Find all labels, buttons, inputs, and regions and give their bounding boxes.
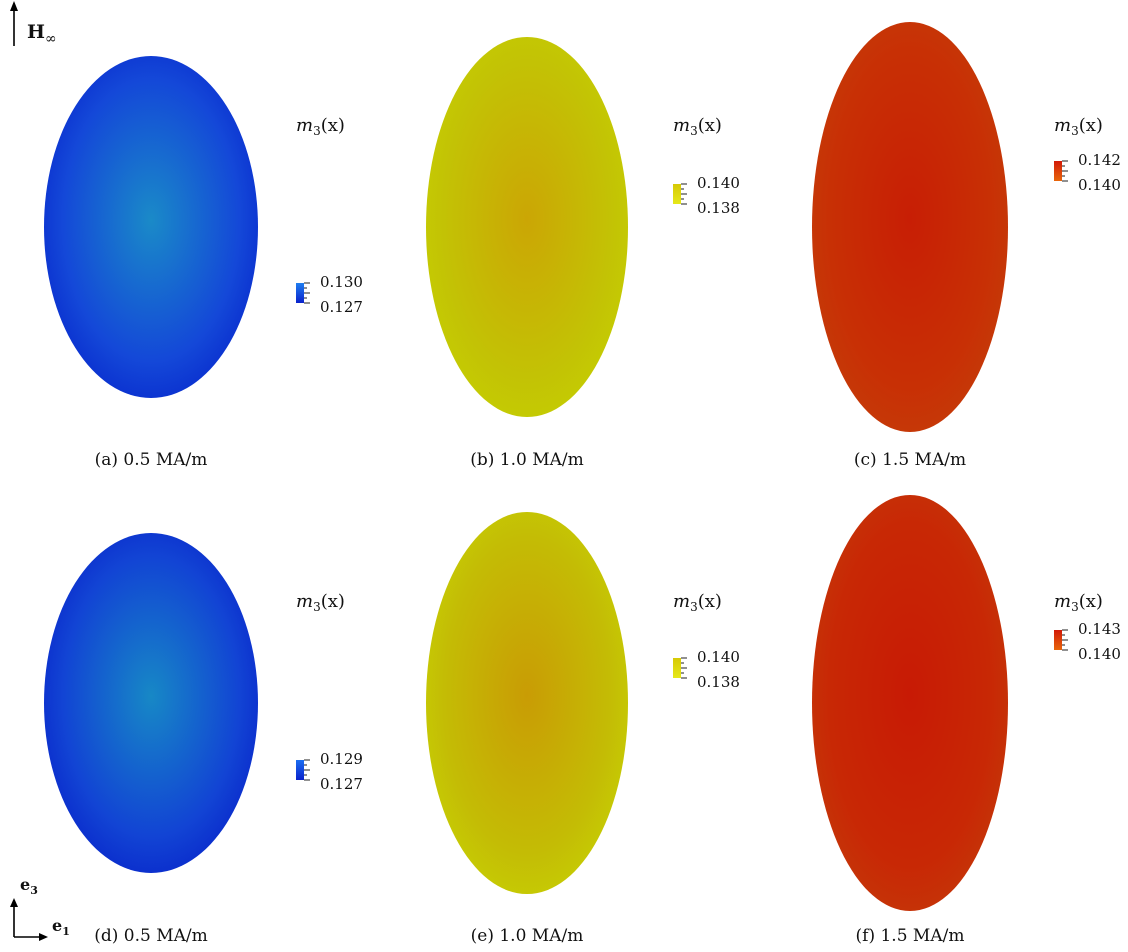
- panel-caption: (a) 0.5 MA/m: [95, 450, 208, 470]
- panel-caption: (e) 1.0 MA/m: [471, 926, 584, 946]
- colorbar-title: m3(x): [1054, 591, 1103, 614]
- colorbar-title: m3(x): [296, 115, 345, 138]
- colorbar-tick-low: 0.140: [1078, 176, 1121, 194]
- panel-d: m3(x) 0.129 0.127 (d) 0.5 MA/m: [44, 533, 363, 946]
- colorbar-tick-high: 0.129: [320, 750, 363, 768]
- colorbar-tick-high: 0.130: [320, 273, 363, 291]
- colorbar: [296, 759, 310, 781]
- colorbar-tick-high: 0.142: [1078, 151, 1121, 169]
- colorbar-tick-low: 0.138: [697, 673, 740, 691]
- panel-caption: (d) 0.5 MA/m: [94, 926, 208, 946]
- e3-axis-label: e3: [20, 875, 38, 897]
- colorbar-tick-high: 0.140: [697, 648, 740, 666]
- colorbar: [1054, 160, 1068, 182]
- ellipsoid-surface: [426, 512, 628, 894]
- axes-arrows: [10, 898, 48, 941]
- colorbar: [296, 282, 310, 304]
- colorbar: [673, 183, 687, 205]
- colorbar-tick-low: 0.140: [1078, 645, 1121, 663]
- panel-a: m3(x) 0.130 0.127 (a) 0.5 MA/m: [44, 56, 363, 470]
- panel-c: m3(x) 0.142 0.140 (c) 1.5 MA/m: [812, 22, 1121, 470]
- colorbar-tick-low: 0.138: [697, 199, 740, 217]
- ellipsoid-surface: [44, 533, 258, 873]
- colorbar-title: m3(x): [1054, 115, 1103, 138]
- field-direction-arrow: [10, 1, 18, 46]
- panel-caption: (f) 1.5 MA/m: [856, 926, 965, 946]
- ellipsoid-surface: [812, 495, 1008, 911]
- colorbar: [1054, 629, 1068, 651]
- panel-f: m3(x) 0.143 0.140 (f) 1.5 MA/m: [812, 495, 1121, 946]
- colorbar-tick-high: 0.140: [697, 174, 740, 192]
- e1-axis-label: e1: [52, 916, 70, 938]
- panel-e: m3(x) 0.140 0.138 (e) 1.0 MA/m: [426, 512, 740, 946]
- colorbar-title: m3(x): [673, 591, 722, 614]
- panel-caption: (c) 1.5 MA/m: [854, 450, 966, 470]
- panel-b: m3(x) 0.140 0.138 (b) 1.0 MA/m: [426, 37, 740, 470]
- ellipsoid-surface: [44, 56, 258, 398]
- panel-caption: (b) 1.0 MA/m: [470, 450, 584, 470]
- colorbar-tick-low: 0.127: [320, 298, 363, 316]
- field-label: H∞: [27, 21, 57, 47]
- colorbar-title: m3(x): [296, 591, 345, 614]
- colorbar-title: m3(x): [673, 115, 722, 138]
- ellipsoid-surface: [426, 37, 628, 417]
- ellipsoid-surface: [812, 22, 1008, 432]
- colorbar: [673, 657, 687, 679]
- colorbar-tick-low: 0.127: [320, 775, 363, 793]
- colorbar-tick-high: 0.143: [1078, 620, 1121, 638]
